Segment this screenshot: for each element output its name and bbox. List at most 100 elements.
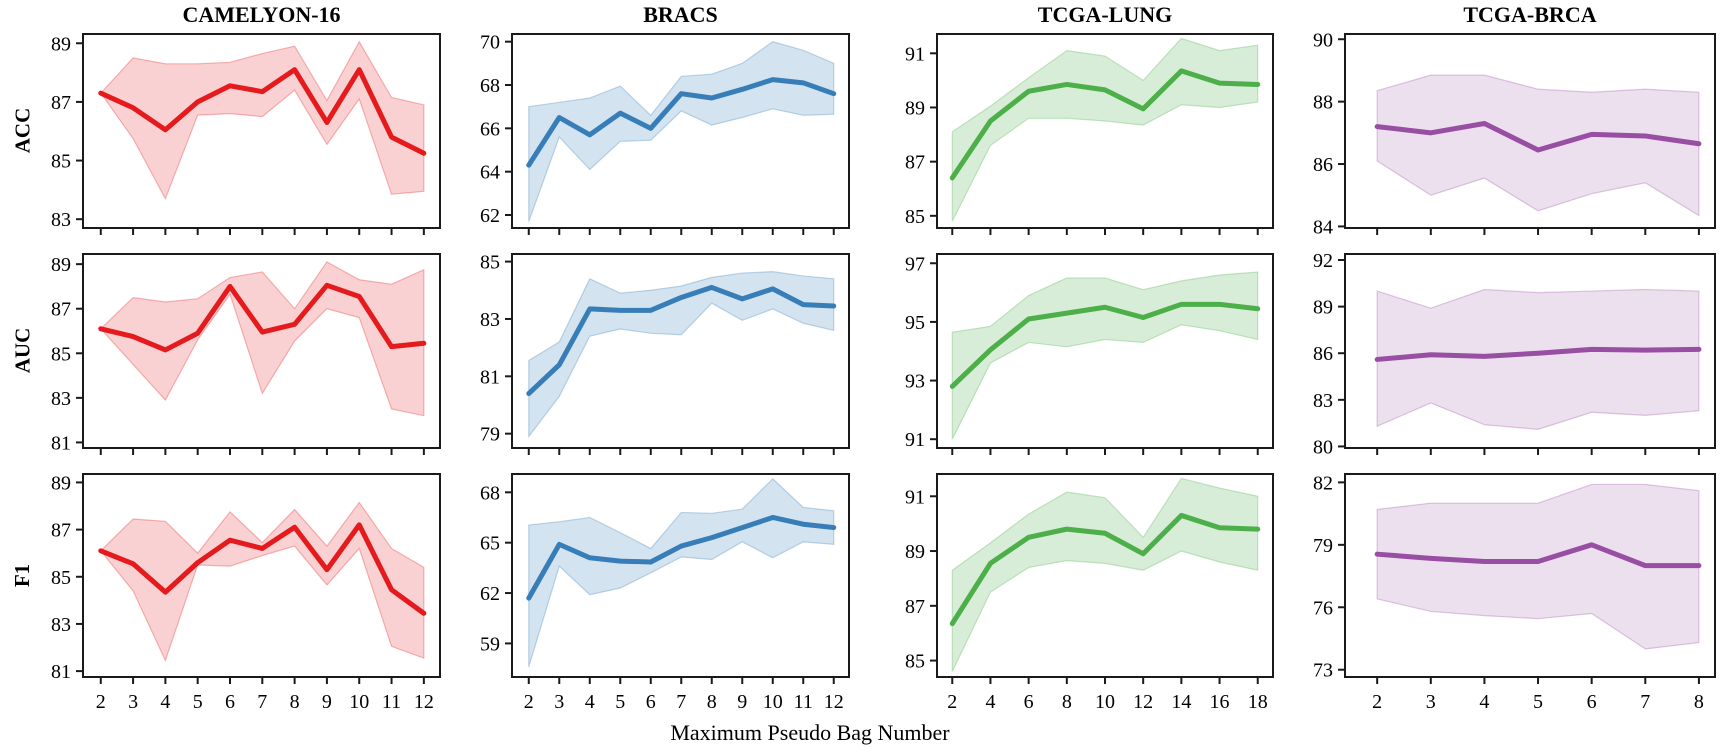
mean-line [1374, 346, 1702, 362]
y-tick-label: 90 [1313, 33, 1333, 51]
mean-line [1374, 542, 1702, 569]
x-tick-label: 2 [96, 691, 106, 713]
y-tick-label: 81 [51, 661, 71, 683]
y-tick-label: 81 [480, 366, 500, 388]
x-tick-label: 14 [1171, 691, 1191, 713]
y-tick-label: 85 [480, 253, 500, 274]
mean-line [98, 67, 427, 156]
x-tick-label: 2 [1372, 691, 1382, 713]
y-tick-label: 85 [51, 151, 71, 173]
y-tick-label: 84 [1313, 216, 1333, 237]
y-tick-label: 89 [1313, 297, 1333, 319]
x-tick-label: 4 [985, 691, 995, 713]
x-tick-label: 2 [524, 691, 534, 713]
x-tick-label: 5 [1533, 691, 1543, 713]
y-tick-label: 89 [905, 541, 925, 563]
col-title-tcga-brca: TCGA-BRCA [1463, 2, 1597, 27]
subplot-camelyon16-f1: 81 83 85 87 89 2 3 4 5 6 7 8 9 10 11 12 [21, 472, 446, 719]
x-tick-label: 6 [646, 691, 656, 713]
confidence-band [1376, 483, 1700, 650]
y-tick-label: 85 [905, 651, 925, 673]
y-tick-label: 81 [51, 432, 71, 454]
y-tick-label: 83 [51, 209, 71, 231]
y-tick-label: 83 [51, 388, 71, 410]
subplot-bracs-auc: 79 81 83 85 [450, 252, 855, 457]
subplot-camelyon16-auc: 81 83 85 87 89 [21, 253, 446, 457]
confidence-band [99, 261, 425, 417]
subplot-tcga-lung-auc: 91 93 95 97 [875, 253, 1279, 457]
y-tick-label: 85 [51, 567, 71, 589]
y-tick-label: 62 [480, 205, 500, 227]
x-tick-label: 7 [257, 691, 267, 713]
mean-line [526, 77, 837, 168]
x-tick-label: 10 [763, 691, 783, 713]
x-tick-label: 5 [615, 691, 625, 713]
y-tick-label: 91 [905, 429, 925, 451]
x-tick-label: 11 [794, 691, 813, 713]
x-tick-label: 4 [1479, 691, 1489, 713]
y-tick-label: 86 [1313, 343, 1333, 365]
x-tick-label: 8 [290, 691, 300, 713]
x-tick-label: 6 [1587, 691, 1597, 713]
y-tick-label: 89 [51, 254, 71, 276]
y-tick-label: 62 [480, 583, 500, 605]
mean-line [949, 512, 1261, 627]
y-tick-label: 66 [480, 118, 500, 140]
x-tick-label: 4 [585, 691, 595, 713]
confidence-band [951, 477, 1259, 672]
x-tick-label: 6 [225, 691, 235, 713]
y-tick-label: 91 [905, 43, 925, 65]
y-tick-label: 86 [1313, 154, 1333, 176]
y-tick-label: 70 [480, 33, 500, 54]
mean-line [949, 68, 1261, 181]
y-tick-label: 82 [1313, 473, 1333, 494]
y-tick-label: 83 [51, 614, 71, 636]
y-tick-label: 87 [51, 299, 71, 321]
x-tick-label: 3 [554, 691, 564, 713]
y-tick-label: 83 [1313, 390, 1333, 412]
y-tick-label: 68 [480, 75, 500, 97]
x-tick-label: 10 [349, 691, 369, 713]
confidence-band [1376, 74, 1700, 217]
subplot-tcga-brca-acc: 84 86 88 90 [1283, 29, 1721, 238]
x-tick-label: 12 [414, 691, 434, 713]
x-tick-label: 3 [1426, 691, 1436, 713]
x-tick-label: 3 [128, 691, 138, 713]
y-tick-label: 87 [51, 520, 71, 542]
x-tick-label: 8 [707, 691, 717, 713]
x-tick-label: 16 [1210, 691, 1230, 713]
y-tick-label: 79 [480, 424, 500, 446]
subplot-tcga-brca-auc: 80 83 86 89 92 [1283, 250, 1721, 458]
y-tick-label: 85 [905, 206, 925, 228]
y-tick-label: 97 [905, 253, 925, 275]
x-tick-label: 12 [824, 691, 844, 713]
y-tick-label: 93 [905, 371, 925, 393]
confidence-band [528, 41, 835, 222]
col-title-tcga-lung: TCGA-LUNG [1037, 2, 1173, 27]
subplot-tcga-lung-f1: 85 87 89 91 2 4 6 8 10 12 14 16 18 [875, 473, 1279, 719]
x-tick-label: 8 [1694, 691, 1704, 713]
x-tick-label: 2 [947, 691, 957, 713]
subplot-tcga-lung-acc: 85 87 89 91 [875, 33, 1279, 237]
x-tick-label: 12 [1133, 691, 1153, 713]
confidence-band [951, 37, 1259, 222]
x-tick-label: 4 [160, 691, 170, 713]
y-tick-label: 88 [1313, 92, 1333, 114]
y-tick-label: 87 [905, 152, 925, 174]
x-tick-label: 8 [1062, 691, 1072, 713]
y-tick-label: 89 [51, 473, 71, 494]
x-tick-label: 5 [193, 691, 203, 713]
mean-line [526, 514, 837, 601]
x-tick-label: 9 [322, 691, 332, 713]
y-tick-label: 68 [480, 482, 500, 504]
subplot-bracs-acc: 62 64 66 68 70 [450, 32, 855, 237]
y-tick-label: 87 [51, 92, 71, 114]
confidence-band [528, 478, 835, 668]
confidence-band [99, 501, 425, 663]
y-tick-label: 73 [1313, 660, 1333, 682]
y-tick-label: 59 [480, 633, 500, 655]
confidence-band [99, 40, 425, 201]
y-tick-label: 89 [905, 97, 925, 119]
y-tick-label: 91 [905, 486, 925, 508]
